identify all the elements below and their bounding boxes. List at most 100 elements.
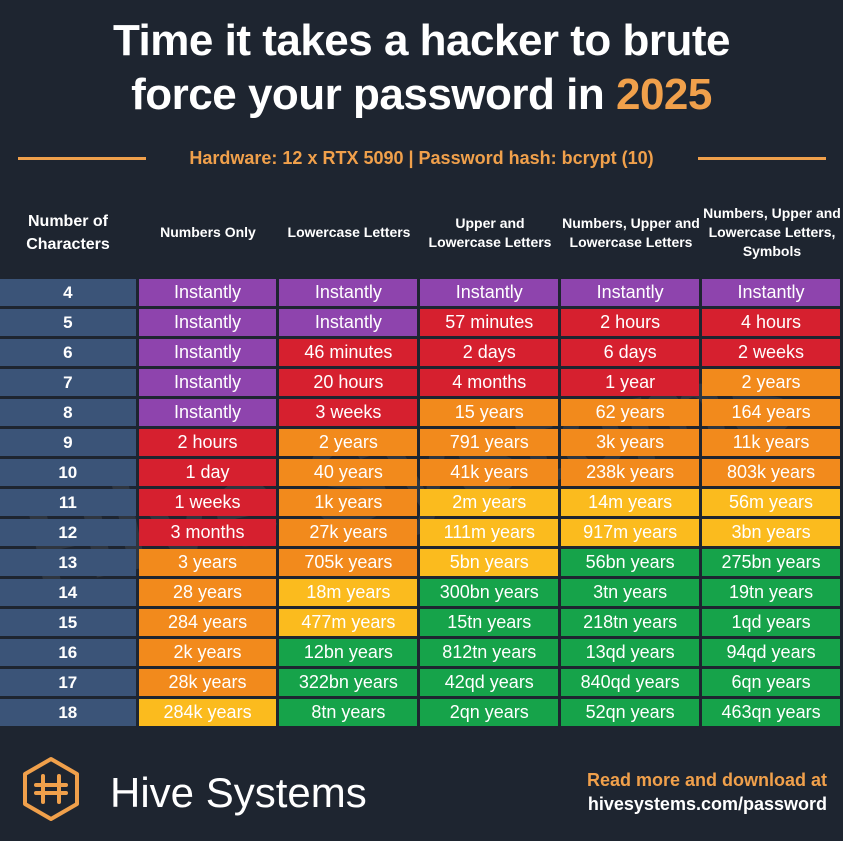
table-row: 7 Instantly 20 hours 4 months 1 year 2 years: [0, 369, 840, 396]
table-cell: Instantly: [138, 309, 277, 336]
table-cell: 218tn years: [561, 609, 700, 636]
table-cell: 56m years: [702, 489, 840, 516]
row-label: 18: [0, 699, 136, 726]
table-cell: 28 years: [138, 579, 277, 606]
table-cell: 20 hours: [279, 369, 418, 396]
table-cell: 62 years: [561, 399, 700, 426]
column-header-3: Upper and Lowercase Letters: [428, 214, 552, 250]
table-cell: 300bn years: [420, 579, 559, 606]
subtitle-divider-left: [18, 157, 146, 160]
row-header: Number of Characters: [26, 212, 110, 253]
table-cell: 42qd years: [420, 669, 559, 696]
table-cell: 322bn years: [279, 669, 418, 696]
hive-logo-svg: [23, 757, 79, 821]
table-row: 16 2k years 12bn years 812tn years 13qd year…: [0, 639, 840, 666]
table-cell: 791 years: [420, 429, 559, 456]
table-cell: 5bn years: [420, 549, 559, 576]
table-cell: Instantly: [702, 279, 840, 306]
table-cell: 52qn years: [561, 699, 700, 726]
row-label: 15: [0, 609, 136, 636]
table-row: 11 1 weeks 1k years 2m years 14m years 56m ye…: [0, 489, 840, 516]
table-cell: 56bn years: [561, 549, 700, 576]
read-more-text: Read more and download at: [586, 770, 827, 790]
hive-logo-icon: [18, 756, 84, 822]
table-cell: Instantly: [279, 309, 418, 336]
table-row: 6 Instantly 46 minutes 2 days 6 days 2 weeks: [0, 339, 840, 366]
table-cell: 19tn years: [702, 579, 840, 606]
table-cell: 2 hours: [138, 429, 277, 456]
column-header-1: Numbers Only: [160, 224, 256, 240]
title-year: 2025: [615, 70, 712, 119]
table-row: 15 284 years 477m years 15tn years 218tn yea…: [0, 609, 840, 636]
table-cell: 2 weeks: [702, 339, 840, 366]
table-body: 4 Instantly Instantly Instantly Instantly Ins…: [0, 279, 840, 726]
table-cell: 284k years: [138, 699, 277, 726]
table-cell: 284 years: [138, 609, 277, 636]
subtitle-row: Hardware: 12 x RTX 5090 | Password hash:…: [0, 145, 843, 171]
subtitle: Hardware: 12 x RTX 5090 | Password hash:…: [189, 148, 654, 168]
table-row: 4 Instantly Instantly Instantly Instantly Ins…: [0, 279, 840, 306]
table-cell: 57 minutes: [420, 309, 559, 336]
table-cell: 14m years: [561, 489, 700, 516]
table-cell: 1 weeks: [138, 489, 277, 516]
table-cell: 46 minutes: [279, 339, 418, 366]
table-cell: 1qd years: [702, 609, 840, 636]
table-cell: Instantly: [561, 279, 700, 306]
table-row: 10 1 day 40 years 41k years 238k years 803k y…: [0, 459, 840, 486]
subtitle-divider-right: [698, 157, 826, 160]
table-cell: 111m years: [420, 519, 559, 546]
table-cell: Instantly: [279, 279, 418, 306]
row-label: 10: [0, 459, 136, 486]
brand-name: Hive Systems: [110, 769, 367, 816]
table-row: 18 284k years 8tn years 2qn years 52qn years…: [0, 699, 840, 726]
table-cell: 2 years: [279, 429, 418, 456]
table-cell: 803k years: [702, 459, 840, 486]
table-cell: 8tn years: [279, 699, 418, 726]
table-row: 13 3 years 705k years 5bn years 56bn years 27…: [0, 549, 840, 576]
row-label: 7: [0, 369, 136, 396]
table-cell: 463qn years: [702, 699, 840, 726]
table-cell: Instantly: [420, 279, 559, 306]
title-line-2: force your password in 2025: [0, 68, 843, 122]
table-cell: 2m years: [420, 489, 559, 516]
table-cell: 6 days: [561, 339, 700, 366]
table-cell: 3k years: [561, 429, 700, 456]
table-cell: Instantly: [138, 369, 277, 396]
table-cell: 3 months: [138, 519, 277, 546]
title-line-2-main: force your password in: [131, 70, 616, 119]
row-label: 4: [0, 279, 136, 306]
row-label: 13: [0, 549, 136, 576]
table-cell: 4 hours: [702, 309, 840, 336]
table-cell: 1k years: [279, 489, 418, 516]
table-cell: 164 years: [702, 399, 840, 426]
table-cell: 2qn years: [420, 699, 559, 726]
table-cell: 3 weeks: [279, 399, 418, 426]
table-cell: 18m years: [279, 579, 418, 606]
table-cell: 4 months: [420, 369, 559, 396]
table-row: 14 28 years 18m years 300bn years 3tn years 1…: [0, 579, 840, 606]
table-cell: 94qd years: [702, 639, 840, 666]
table-cell: 11k years: [702, 429, 840, 456]
table-cell: 1 year: [561, 369, 700, 396]
read-more-url[interactable]: hivesystems.com/password: [587, 794, 827, 814]
row-label: 11: [0, 489, 136, 516]
row-label: 9: [0, 429, 136, 456]
row-label: 17: [0, 669, 136, 696]
table-cell: Instantly: [138, 279, 277, 306]
title-line-1: Time it takes a hacker to brute: [112, 16, 731, 65]
row-label: 5: [0, 309, 136, 336]
table-row: 17 28k years 322bn years 42qd years 840qd ye…: [0, 669, 840, 696]
table-cell: 238k years: [561, 459, 700, 486]
table-cell: 3bn years: [702, 519, 840, 546]
table-cell: 3 years: [138, 549, 277, 576]
table-cell: 41k years: [420, 459, 559, 486]
table-cell: 15tn years: [420, 609, 559, 636]
table-cell: 6qn years: [702, 669, 840, 696]
table-cell: 917m years: [561, 519, 700, 546]
table-cell: 2 hours: [561, 309, 700, 336]
infographic-title: Time it takes a hacker to brute force yo…: [0, 14, 843, 122]
column-header-4: Numbers, Upper and Lowercase Letters: [562, 214, 700, 250]
table-cell: Instantly: [138, 399, 277, 426]
brute-force-table: 4 Instantly Instantly Instantly Instantly Ins…: [0, 276, 843, 729]
table-row: 12 3 months 27k years 111m years 917m years 3…: [0, 519, 840, 546]
